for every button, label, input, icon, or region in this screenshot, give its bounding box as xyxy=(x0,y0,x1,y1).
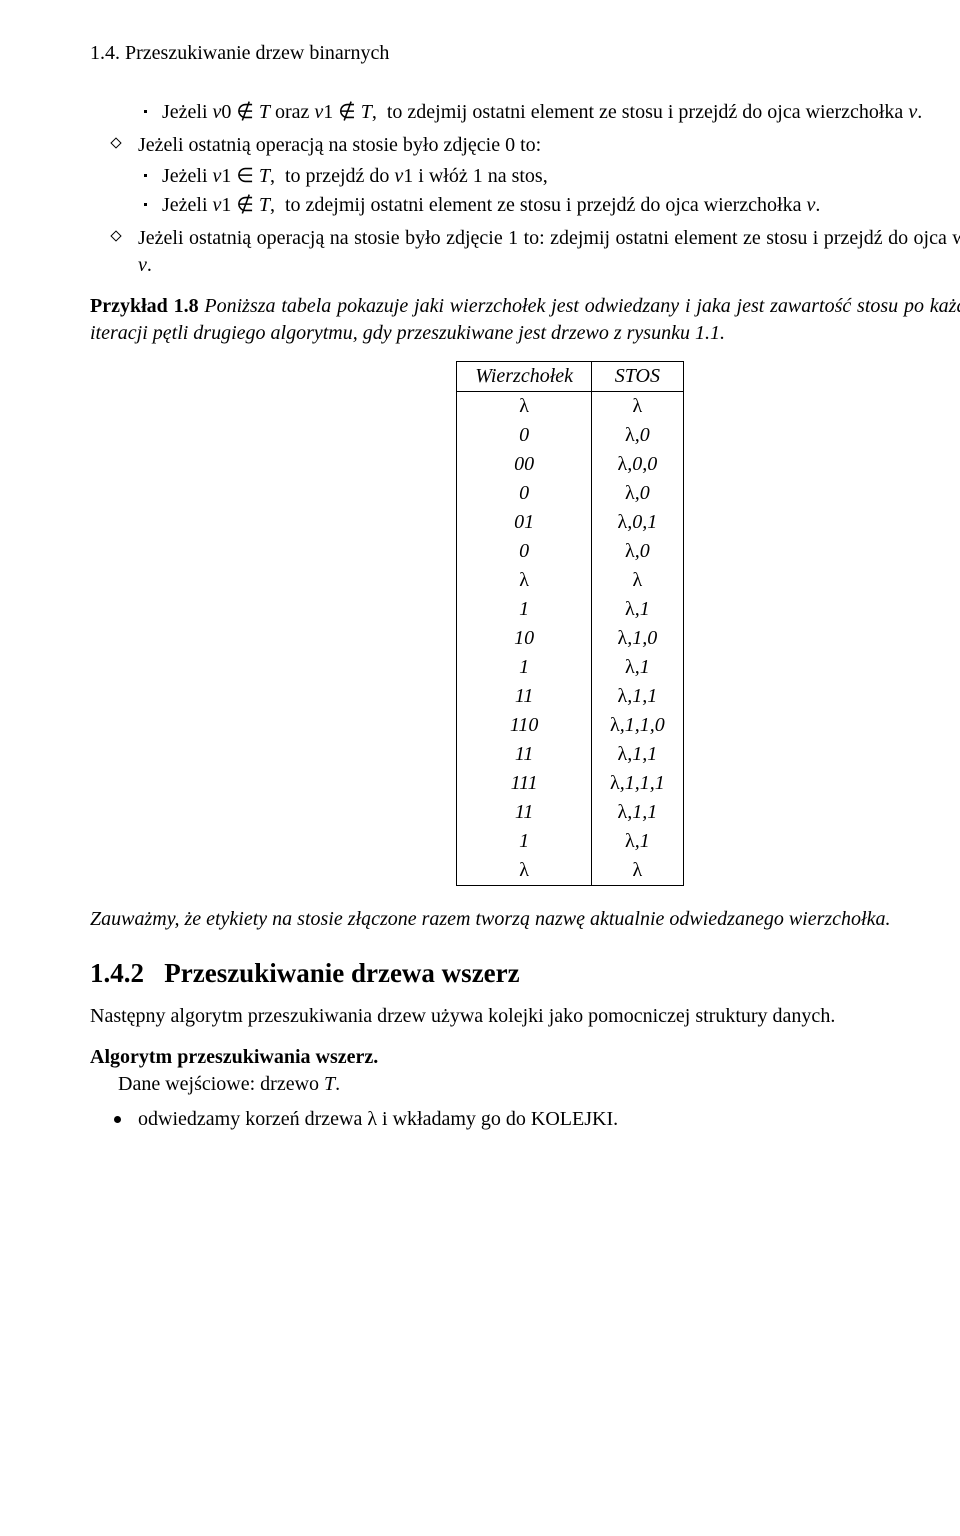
col-header-stos: STOS xyxy=(592,362,684,392)
section-title: Przeszukiwanie drzewa wszerz xyxy=(164,958,519,988)
algo-case2: Jeżeli ostatnią operacją na stosie było … xyxy=(90,225,960,279)
diamond-icon xyxy=(110,137,121,148)
cell-stos: λ xyxy=(592,566,684,595)
cell-wierzcholek: 00 xyxy=(457,450,592,479)
cell-wierzcholek: 0 xyxy=(457,537,592,566)
algo-case0-item: Jeżeli v0 ∉ T oraz v1 ∉ T, to zdejmij os… xyxy=(138,99,960,126)
cell-wierzcholek: 1 xyxy=(457,595,592,624)
example-label: Przykład 1.8 xyxy=(90,295,199,317)
cell-wierzcholek: 111 xyxy=(457,769,592,798)
example-text: Poniższa tabela pokazuje jaki wierzchołe… xyxy=(90,295,960,344)
cell-wierzcholek: λ xyxy=(457,392,592,422)
cell-wierzcholek: 11 xyxy=(457,682,592,711)
cell-wierzcholek: 01 xyxy=(457,508,592,537)
algo-case2-text: Jeżeli ostatnią operacją na stosie było … xyxy=(138,227,960,276)
table-row: λλ xyxy=(457,566,683,595)
stos-table: Wierzchołek STOS λλ0λ,000λ,0,00λ,001λ,0,… xyxy=(456,361,683,886)
table-row: 0λ,0 xyxy=(457,421,683,450)
algo-case1-sub1-text: Jeżeli v1 ∈ T, to przejdź do v1 i włóż 1… xyxy=(162,165,548,187)
dot-icon xyxy=(144,174,147,177)
table-row: 1λ,1 xyxy=(457,827,683,856)
table-row: λλ xyxy=(457,392,683,422)
cell-wierzcholek: 0 xyxy=(457,421,592,450)
cell-wierzcholek: 11 xyxy=(457,798,592,827)
cell-wierzcholek: 1 xyxy=(457,827,592,856)
table-header-row: Wierzchołek STOS xyxy=(457,362,683,392)
running-header: 1.4. Przeszukiwanie drzew binarnych 11 xyxy=(90,40,960,67)
table-row: 1λ,1 xyxy=(457,653,683,682)
cell-stos: λ,1,1,0 xyxy=(592,711,684,740)
cell-stos: λ,0 xyxy=(592,421,684,450)
table-row: 110λ,1,1,0 xyxy=(457,711,683,740)
algo-b-step1: odwiedzamy korzeń drzewa λ i wkładamy go… xyxy=(90,1106,960,1133)
cell-wierzcholek: λ xyxy=(457,566,592,595)
note-para: Zauważmy, że etykiety na stosie złączone… xyxy=(90,906,960,933)
algo-b-input: Dane wejściowe: drzewo T. xyxy=(90,1071,340,1098)
table-row: 11λ,1,1 xyxy=(457,682,683,711)
cell-stos: λ,0 xyxy=(592,537,684,566)
example-para: Przykład 1.8 Poniższa tabela pokazuje ja… xyxy=(90,293,960,347)
cell-stos: λ,1 xyxy=(592,595,684,624)
table-row: 11λ,1,1 xyxy=(457,740,683,769)
table-row: 111λ,1,1,1 xyxy=(457,769,683,798)
cell-stos: λ xyxy=(592,392,684,422)
algo-b-steps: odwiedzamy korzeń drzewa λ i wkładamy go… xyxy=(90,1106,960,1133)
cell-wierzcholek: λ xyxy=(457,856,592,886)
dot-icon xyxy=(144,110,147,113)
diamond-icon xyxy=(110,230,121,241)
cell-stos: λ xyxy=(592,856,684,886)
cell-stos: λ,1,0 xyxy=(592,624,684,653)
cell-wierzcholek: 0 xyxy=(457,479,592,508)
cell-wierzcholek: 10 xyxy=(457,624,592,653)
cell-stos: λ,1 xyxy=(592,653,684,682)
algo-case1-head: Jeżeli ostatnią operacją na stosie było … xyxy=(138,134,541,156)
algo-case1: Jeżeli ostatnią operacją na stosie było … xyxy=(90,132,960,219)
cell-stos: λ,0 xyxy=(592,479,684,508)
table-row: 00λ,0,0 xyxy=(457,450,683,479)
cell-stos: λ,0,0 xyxy=(592,450,684,479)
algo-diamond-list: Jeżeli ostatnią operacją na stosie było … xyxy=(90,132,960,279)
section-number: 1.4.2 xyxy=(90,958,144,988)
col-header-wierzcholek: Wierzchołek xyxy=(457,362,592,392)
cell-wierzcholek: 11 xyxy=(457,740,592,769)
cell-stos: λ,1,1 xyxy=(592,740,684,769)
table-row: 0λ,0 xyxy=(457,537,683,566)
cell-stos: λ,1,1 xyxy=(592,682,684,711)
algo-case1-sub2-text: Jeżeli v1 ∉ T, to zdejmij ostatni elemen… xyxy=(162,194,820,216)
algo-case0-sublist: Jeżeli v0 ∉ T oraz v1 ∉ T, to zdejmij os… xyxy=(90,99,960,126)
algo-case0-text: Jeżeli v0 ∉ T oraz v1 ∉ T, to zdejmij os… xyxy=(162,101,922,123)
algo-case1-sublist: Jeżeli v1 ∈ T, to przejdź do v1 i włóż 1… xyxy=(138,163,960,219)
running-title: 1.4. Przeszukiwanie drzew binarnych xyxy=(90,40,389,67)
table-row: 1λ,1 xyxy=(457,595,683,624)
table-row: 10λ,1,0 xyxy=(457,624,683,653)
algo-case1-sub1: Jeżeli v1 ∈ T, to przejdź do v1 i włóż 1… xyxy=(138,163,960,190)
cell-wierzcholek: 110 xyxy=(457,711,592,740)
cell-stos: λ,1,1,1 xyxy=(592,769,684,798)
table-wrap: Wierzchołek STOS λλ0λ,000λ,0,00λ,001λ,0,… xyxy=(90,361,960,886)
cell-stos: λ,1,1 xyxy=(592,798,684,827)
algo-case1-sub2: Jeżeli v1 ∉ T, to zdejmij ostatni elemen… xyxy=(138,192,960,219)
cell-wierzcholek: 1 xyxy=(457,653,592,682)
cell-stos: λ,0,1 xyxy=(592,508,684,537)
algo-b-title: Algorytm przeszukiwania wszerz. xyxy=(90,1046,378,1068)
section-para: Następny algorytm przeszukiwania drzew u… xyxy=(90,1003,960,1030)
table-row: 01λ,0,1 xyxy=(457,508,683,537)
cell-stos: λ,1 xyxy=(592,827,684,856)
table-row: 0λ,0 xyxy=(457,479,683,508)
dot-icon xyxy=(144,203,147,206)
table-row: 11λ,1,1 xyxy=(457,798,683,827)
algo-b-block: Algorytm przeszukiwania wszerz. Dane wej… xyxy=(90,1044,960,1098)
table-row: λλ xyxy=(457,856,683,886)
section-heading: 1.4.2 Przeszukiwanie drzewa wszerz xyxy=(90,955,960,991)
